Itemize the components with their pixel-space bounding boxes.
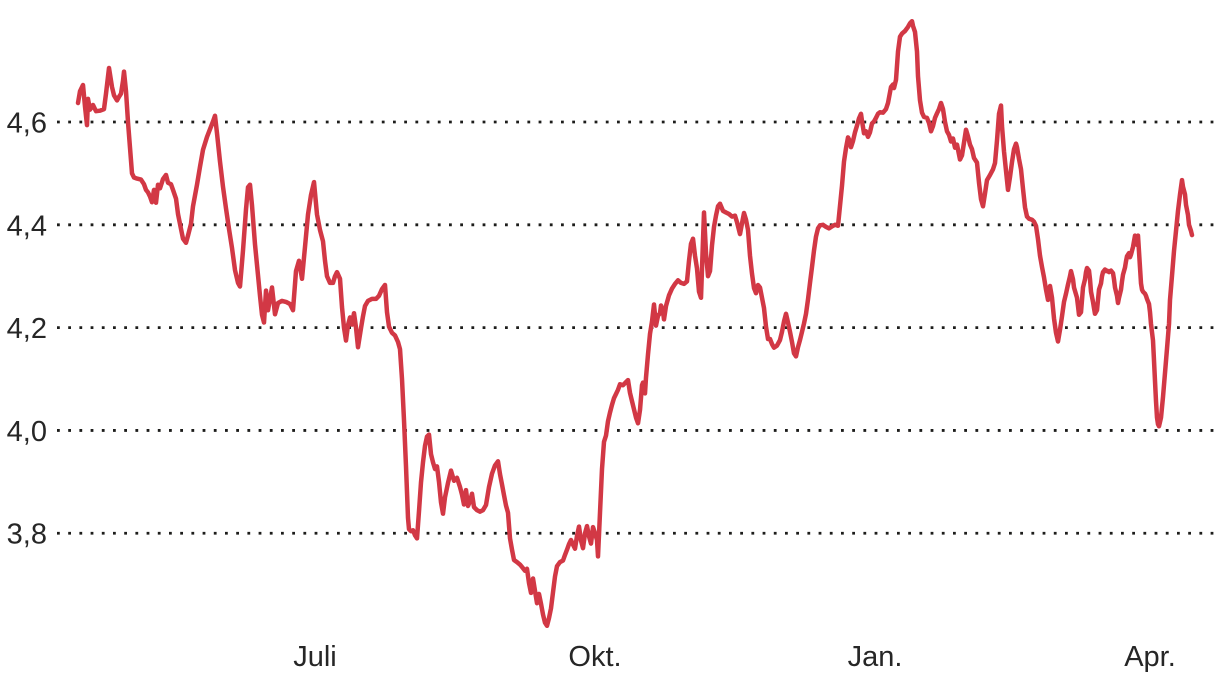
series-group xyxy=(75,18,1195,629)
y-tick-label: 4,0 xyxy=(7,416,47,448)
gridlines-group xyxy=(57,120,1214,535)
y-tick-label: 4,6 xyxy=(7,107,47,139)
y-tick-label: 3,8 xyxy=(7,519,47,551)
series-line xyxy=(75,18,1195,629)
x-axis-labels: Juli Okt. Jan. Apr. xyxy=(293,641,1176,673)
x-tick-label: Juli xyxy=(293,641,337,673)
x-tick-label: Jan. xyxy=(848,641,903,673)
y-tick-label: 4,2 xyxy=(7,313,47,345)
y-tick-label: 4,4 xyxy=(7,210,47,242)
y-axis-labels: 4,6 4,4 4,2 4,0 3,8 xyxy=(7,107,47,550)
x-tick-label: Apr. xyxy=(1124,641,1176,673)
x-tick-label: Okt. xyxy=(568,641,621,673)
